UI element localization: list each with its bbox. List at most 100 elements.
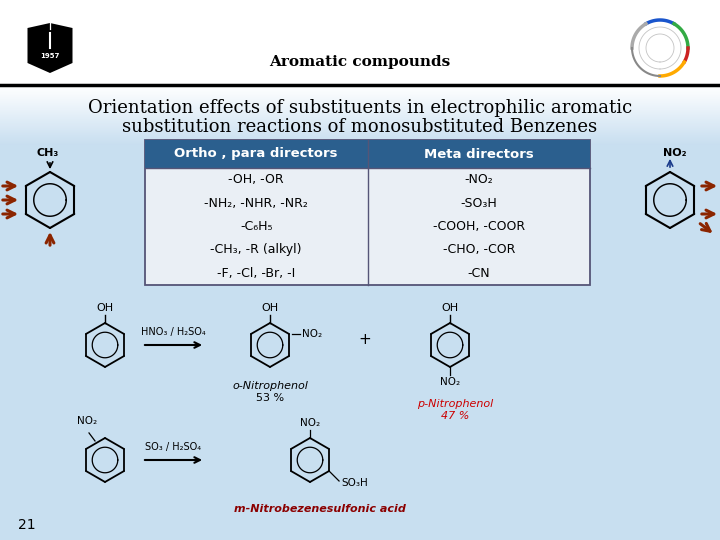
FancyBboxPatch shape [0, 138, 720, 139]
FancyBboxPatch shape [145, 140, 367, 168]
Text: OH: OH [261, 303, 279, 313]
Text: NO₂: NO₂ [300, 418, 320, 428]
FancyBboxPatch shape [0, 85, 720, 86]
Text: -NO₂: -NO₂ [464, 173, 493, 186]
FancyBboxPatch shape [0, 111, 720, 112]
FancyBboxPatch shape [0, 112, 720, 113]
FancyBboxPatch shape [0, 122, 720, 123]
Text: OH: OH [441, 303, 459, 313]
Text: 53 %: 53 % [256, 393, 284, 403]
FancyBboxPatch shape [0, 100, 720, 101]
Text: p-Nitrophenol: p-Nitrophenol [417, 399, 493, 409]
FancyBboxPatch shape [0, 137, 720, 138]
FancyBboxPatch shape [0, 105, 720, 106]
FancyBboxPatch shape [0, 94, 720, 95]
Text: Aromatic compounds: Aromatic compounds [269, 55, 451, 69]
FancyBboxPatch shape [0, 141, 720, 142]
FancyBboxPatch shape [0, 115, 720, 116]
FancyBboxPatch shape [0, 125, 720, 126]
Text: +: + [359, 333, 372, 348]
FancyBboxPatch shape [0, 92, 720, 93]
FancyBboxPatch shape [0, 95, 720, 96]
FancyBboxPatch shape [0, 96, 720, 97]
FancyBboxPatch shape [0, 88, 720, 89]
Polygon shape [27, 23, 73, 73]
FancyBboxPatch shape [367, 140, 590, 168]
Text: -CH₃, -R (alkyl): -CH₃, -R (alkyl) [210, 244, 302, 256]
Text: †: † [47, 18, 53, 32]
FancyBboxPatch shape [0, 143, 720, 144]
FancyBboxPatch shape [0, 108, 720, 109]
Text: -NH₂, -NHR, -NR₂: -NH₂, -NHR, -NR₂ [204, 197, 308, 210]
Text: Ortho , para directors: Ortho , para directors [174, 147, 338, 160]
FancyBboxPatch shape [0, 113, 720, 114]
FancyBboxPatch shape [0, 90, 720, 91]
FancyBboxPatch shape [0, 126, 720, 127]
FancyBboxPatch shape [0, 99, 720, 100]
Text: HNO₃ / H₂SO₄: HNO₃ / H₂SO₄ [140, 327, 205, 337]
Text: 47 %: 47 % [441, 411, 469, 421]
FancyBboxPatch shape [0, 117, 720, 118]
FancyBboxPatch shape [0, 110, 720, 111]
Text: OH: OH [96, 303, 114, 313]
Text: CH₃: CH₃ [37, 148, 59, 158]
FancyBboxPatch shape [0, 139, 720, 140]
Text: Orientation effects of substituents in electrophilic aromatic: Orientation effects of substituents in e… [88, 99, 632, 117]
Text: -CN: -CN [467, 267, 490, 280]
FancyBboxPatch shape [0, 116, 720, 117]
FancyBboxPatch shape [0, 102, 720, 103]
Text: -SO₃H: -SO₃H [460, 197, 497, 210]
Text: 21: 21 [18, 518, 35, 532]
FancyBboxPatch shape [0, 118, 720, 119]
FancyBboxPatch shape [0, 101, 720, 102]
Text: o-Nitrophenol: o-Nitrophenol [232, 381, 308, 391]
FancyBboxPatch shape [0, 133, 720, 134]
FancyBboxPatch shape [0, 128, 720, 129]
Text: -OH, -OR: -OH, -OR [228, 173, 284, 186]
Text: -F, -Cl, -Br, -I: -F, -Cl, -Br, -I [217, 267, 295, 280]
FancyBboxPatch shape [0, 124, 720, 125]
FancyBboxPatch shape [0, 127, 720, 128]
FancyBboxPatch shape [0, 134, 720, 135]
FancyBboxPatch shape [0, 97, 720, 98]
Text: SO₃ / H₂SO₄: SO₃ / H₂SO₄ [145, 442, 201, 452]
Text: SO₃H: SO₃H [341, 478, 368, 488]
FancyBboxPatch shape [0, 121, 720, 122]
FancyBboxPatch shape [0, 109, 720, 110]
Text: NO₂: NO₂ [302, 329, 322, 339]
FancyBboxPatch shape [0, 135, 720, 136]
Text: -C₆H₅: -C₆H₅ [240, 220, 272, 233]
FancyBboxPatch shape [0, 93, 720, 94]
FancyBboxPatch shape [0, 0, 720, 85]
FancyBboxPatch shape [0, 98, 720, 99]
FancyBboxPatch shape [145, 140, 590, 285]
FancyBboxPatch shape [0, 89, 720, 90]
FancyBboxPatch shape [0, 91, 720, 92]
FancyBboxPatch shape [0, 86, 720, 87]
FancyBboxPatch shape [0, 103, 720, 104]
FancyBboxPatch shape [0, 107, 720, 108]
Text: NO₂: NO₂ [440, 377, 460, 387]
FancyBboxPatch shape [0, 142, 720, 143]
FancyBboxPatch shape [0, 106, 720, 107]
FancyBboxPatch shape [0, 119, 720, 120]
Text: -CHO, -COR: -CHO, -COR [443, 244, 515, 256]
FancyBboxPatch shape [0, 123, 720, 124]
Text: substitution reactions of monosubstituted Benzenes: substitution reactions of monosubstitute… [122, 118, 598, 136]
FancyBboxPatch shape [0, 131, 720, 132]
Text: 1957: 1957 [40, 52, 60, 58]
FancyBboxPatch shape [0, 87, 720, 88]
Text: m-Nitrobezenesulfonic acid: m-Nitrobezenesulfonic acid [234, 504, 406, 514]
FancyBboxPatch shape [0, 136, 720, 137]
FancyBboxPatch shape [0, 120, 720, 121]
FancyBboxPatch shape [0, 130, 720, 131]
Text: Meta directors: Meta directors [424, 147, 534, 160]
FancyBboxPatch shape [0, 132, 720, 133]
Text: NO₂: NO₂ [663, 148, 687, 158]
FancyBboxPatch shape [0, 129, 720, 130]
Text: -COOH, -COOR: -COOH, -COOR [433, 220, 525, 233]
FancyBboxPatch shape [0, 104, 720, 105]
FancyBboxPatch shape [0, 140, 720, 141]
FancyBboxPatch shape [0, 144, 720, 145]
FancyBboxPatch shape [0, 114, 720, 115]
